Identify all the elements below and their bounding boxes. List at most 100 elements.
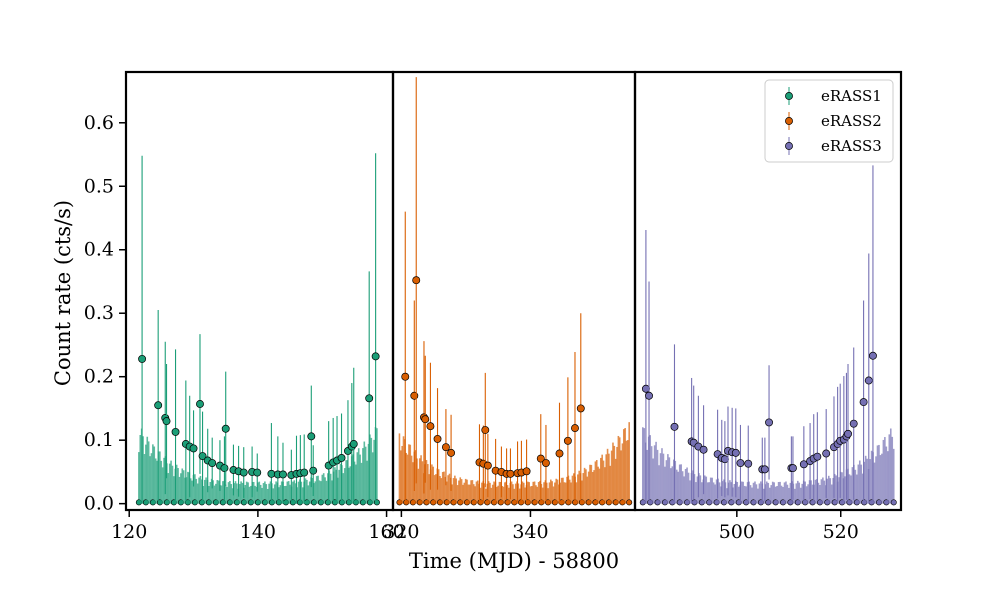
points-erass1 — [138, 153, 380, 504]
data-point — [365, 394, 374, 403]
data-point — [401, 372, 410, 381]
points-erass3 — [641, 165, 877, 504]
plot-area-0 — [135, 153, 380, 506]
data-point — [799, 460, 808, 469]
error-envelope-erass2 — [396, 422, 633, 506]
x-tick-label: 140 — [240, 521, 276, 543]
data-point — [196, 400, 204, 408]
data-point — [813, 452, 822, 461]
y-axis: 0.0 0.1 0.2 0.3 0.4 0.5 0.6 — [84, 112, 126, 515]
data-point — [198, 452, 207, 460]
plot-area-1 — [396, 77, 633, 506]
data-point — [349, 440, 358, 448]
legend-marker — [785, 142, 793, 150]
panel-erass3: 500 520 — [633, 70, 903, 543]
data-point — [483, 461, 492, 470]
data-point — [253, 468, 262, 477]
legend-marker — [785, 117, 793, 125]
panel-frame — [633, 70, 903, 512]
error-envelope-erass1 — [135, 427, 380, 506]
data-point — [421, 415, 430, 424]
data-point — [760, 465, 769, 474]
data-point — [162, 417, 171, 426]
data-point — [864, 376, 873, 385]
y-tick-label: 0.4 — [84, 239, 114, 261]
data-point — [641, 384, 650, 393]
x-tick-label: 160 — [368, 521, 404, 543]
data-point — [522, 467, 531, 476]
panel-erass2: 320 340 — [383, 70, 637, 543]
data-point — [788, 464, 797, 473]
data-point — [154, 401, 163, 410]
data-point — [426, 422, 435, 431]
y-tick-label: 0.2 — [84, 366, 114, 388]
data-point — [138, 354, 147, 363]
legend-label: eRASS3 — [821, 137, 882, 155]
data-point — [670, 422, 679, 431]
data-point — [267, 469, 276, 478]
legend-marker — [785, 92, 793, 100]
data-point — [441, 443, 450, 452]
data-point — [563, 436, 572, 445]
data-point — [576, 404, 585, 413]
data-point — [239, 468, 248, 477]
data-point — [412, 276, 421, 285]
data-point — [481, 426, 490, 434]
data-point — [433, 434, 442, 443]
data-point — [720, 455, 729, 464]
data-point — [849, 419, 858, 428]
data-point — [555, 449, 564, 458]
legend: eRASS1 eRASS2 eRASS3 — [764, 79, 894, 163]
y-tick-label: 0.1 — [84, 429, 114, 451]
data-point — [536, 454, 545, 463]
y-tick-label: 0.6 — [84, 112, 114, 134]
y-tick-label: 0.0 — [84, 493, 114, 515]
data-point — [765, 418, 773, 427]
panel-erass1: 120 140 160 — [111, 70, 405, 543]
data-point — [208, 459, 217, 467]
data-point — [371, 352, 380, 361]
legend-box — [764, 79, 894, 163]
data-point — [221, 424, 230, 433]
data-point — [447, 448, 456, 457]
data-point — [699, 445, 708, 454]
data-point — [645, 391, 653, 400]
data-point — [171, 427, 180, 436]
data-point — [541, 459, 550, 467]
data-point — [279, 470, 287, 479]
zero-point — [373, 499, 380, 506]
error-envelope-erass3 — [639, 427, 897, 506]
data-point — [736, 459, 745, 467]
data-point — [220, 464, 229, 473]
data-point — [744, 459, 753, 468]
zero-point — [890, 499, 897, 506]
legend-label: eRASS2 — [821, 112, 882, 130]
y-tick-label: 0.5 — [84, 175, 114, 197]
x-tick-label: 120 — [111, 521, 147, 543]
x-axis-label: Time (MJD) - 58800 — [409, 549, 619, 573]
zero-point — [626, 499, 633, 506]
panel-frame — [391, 70, 637, 512]
data-point — [571, 424, 579, 433]
data-point — [307, 432, 316, 441]
data-point — [506, 469, 515, 478]
x-tick-label: 320 — [383, 521, 419, 543]
points-erass2 — [401, 77, 585, 504]
data-point — [309, 466, 318, 475]
x-tick-label: 520 — [823, 521, 859, 543]
data-point — [844, 429, 852, 438]
data-point — [868, 351, 877, 360]
plot-area-2 — [639, 165, 897, 506]
data-point — [859, 398, 868, 407]
x-tick-label: 500 — [719, 521, 755, 543]
data-point — [337, 453, 346, 462]
legend-label: eRASS1 — [821, 87, 882, 105]
y-axis-label: Count rate (cts/s) — [51, 200, 75, 386]
data-point — [731, 448, 740, 457]
data-point — [822, 449, 831, 458]
data-point — [410, 391, 419, 400]
data-point — [189, 444, 198, 453]
x-tick-label: 340 — [512, 521, 548, 543]
